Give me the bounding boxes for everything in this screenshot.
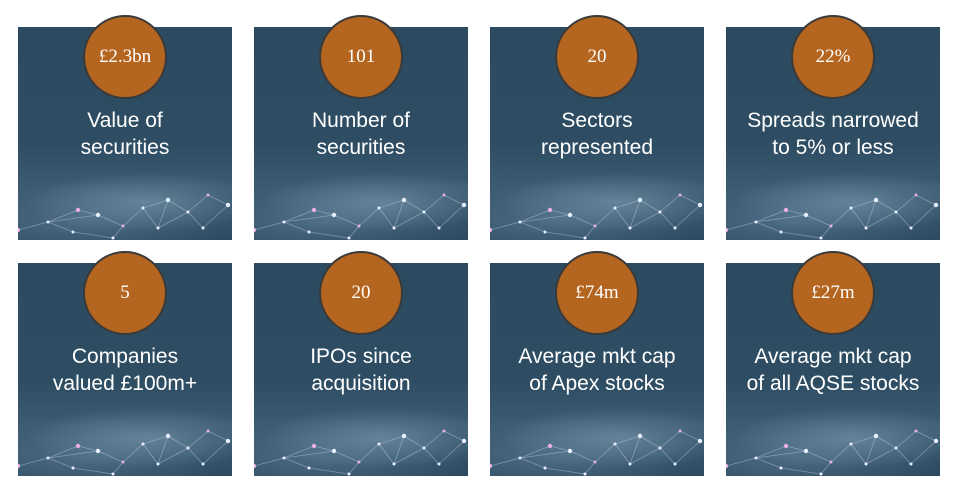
label-line: Sectors [561, 109, 633, 132]
label-line: securities [80, 136, 170, 159]
network-decoration [726, 429, 939, 476]
label-line: to 5% or less [772, 136, 894, 159]
label-line: IPOs since [310, 345, 412, 368]
stat-label: Number of securities [254, 107, 468, 161]
stat-value: 22% [791, 15, 875, 99]
label-line: Number of [311, 109, 411, 132]
label-line: Spreads narrowed [747, 109, 919, 132]
network-decoration [254, 429, 467, 476]
label-line: represented [540, 136, 654, 159]
network-decoration [18, 429, 231, 476]
network-decoration [490, 429, 703, 476]
stat-value: 5 [83, 251, 167, 335]
label-line: of all AQSE stocks [746, 372, 920, 395]
stat-value: £74m [555, 251, 639, 335]
label-line: of Apex stocks [529, 372, 665, 395]
label-line: Average mkt cap [754, 345, 912, 368]
label-line: securities [316, 136, 406, 159]
stat-value: £27m [791, 251, 875, 335]
stat-label: Sectors represented [490, 107, 704, 161]
label-line: Companies [71, 345, 179, 368]
stat-label: Spreads narrowed to 5% or less [726, 107, 940, 161]
label-line: Value of [87, 109, 163, 132]
stat-value: £2.3bn [83, 15, 167, 99]
stat-label: Average mkt cap of all AQSE stocks [726, 343, 940, 397]
stat-label: Value of securities [18, 107, 232, 161]
stat-value: 20 [319, 251, 403, 335]
stat-label: Companies valued £100m+ [18, 343, 232, 397]
stat-value: 101 [319, 15, 403, 99]
network-decoration [490, 193, 703, 240]
network-decoration [18, 193, 231, 240]
stat-value: 20 [555, 15, 639, 99]
label-line: valued £100m+ [52, 372, 198, 395]
label-line: acquisition [311, 372, 411, 395]
label-line: Average mkt cap [518, 345, 676, 368]
stat-label: Average mkt cap of Apex stocks [490, 343, 704, 397]
network-decoration [254, 193, 467, 240]
network-decoration [726, 193, 939, 240]
stat-label: IPOs since acquisition [254, 343, 468, 397]
